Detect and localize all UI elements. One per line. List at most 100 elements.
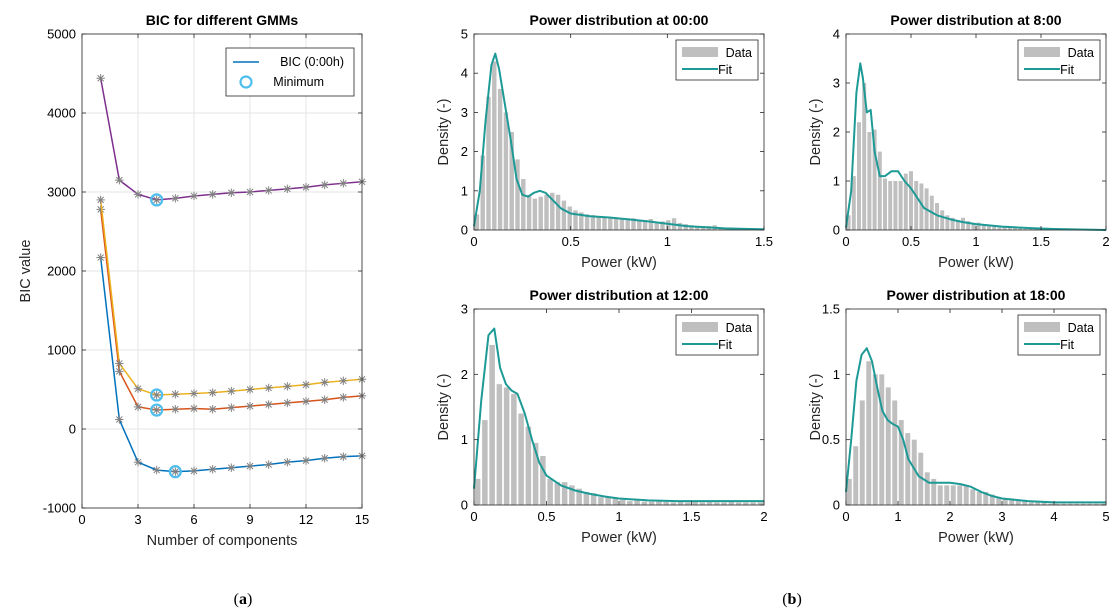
histogram-bar [1002, 227, 1007, 230]
marker-stroke [115, 416, 123, 423]
histogram-bar [492, 61, 497, 230]
histogram-bar [735, 502, 742, 505]
y-tick-label: 0 [833, 223, 840, 238]
x-tick-label: 1 [664, 234, 671, 249]
histogram-bar [1080, 503, 1086, 505]
marker-stroke [134, 191, 142, 198]
data-point [245, 187, 255, 197]
histogram-bar [511, 393, 517, 505]
data-point [264, 460, 273, 469]
x-tick-label: 15 [355, 512, 369, 527]
y-tick-label: -1000 [43, 501, 76, 516]
histogram-bar [526, 194, 532, 230]
fit-curve [473, 327, 764, 503]
x-tick-label: 3 [998, 509, 1005, 524]
bic-series-4 [96, 74, 367, 207]
data-point [283, 184, 292, 194]
histogram-bar [1054, 503, 1060, 505]
histogram-bar [486, 96, 491, 230]
histogram-bar [905, 433, 911, 505]
histogram-bar [576, 488, 582, 505]
histogram-bar [605, 497, 611, 505]
histogram-bar [853, 446, 859, 505]
marker-stroke [190, 467, 198, 475]
histogram-bar [743, 502, 749, 505]
marker-stroke [153, 466, 161, 474]
y-axis-label: Density (-) [436, 374, 452, 441]
data-point [320, 454, 329, 463]
histogram-bar [544, 194, 549, 230]
marker-stroke [227, 464, 235, 472]
histogram-bar [851, 176, 856, 230]
data-point [301, 456, 311, 465]
marker-stroke [265, 461, 273, 468]
histogram-bar [561, 482, 568, 505]
histogram-bar [1022, 501, 1028, 505]
histogram-bar [996, 497, 1002, 505]
minimum-marker [150, 193, 164, 207]
histogram-bar [584, 214, 590, 230]
legend-entry: Fit [1060, 63, 1074, 77]
data-point [264, 383, 273, 393]
histogram-bar [569, 485, 575, 505]
data-point [115, 415, 124, 424]
histogram-bar [608, 217, 613, 230]
histogram-bar [1015, 499, 1021, 505]
histogram-bar [1028, 502, 1034, 505]
histogram-bars [474, 344, 764, 505]
x-tick-label: 0.5 [902, 234, 920, 249]
y-tick-label: 2000 [47, 264, 76, 279]
histogram-bar [931, 478, 937, 505]
legend-entry: Data [1068, 46, 1094, 60]
chart-title: Power distribution at 12:00 [530, 287, 709, 303]
histogram-bar [689, 225, 694, 230]
histogram-bar [919, 183, 924, 230]
data-point [115, 359, 124, 368]
y-tick-label: 2 [461, 367, 468, 382]
plot-marks [473, 327, 764, 505]
histogram-bar [509, 132, 514, 230]
x-tick-label: 3 [134, 512, 141, 527]
histogram-bar [699, 502, 706, 505]
histogram-bar [909, 171, 913, 230]
histogram-bar [846, 215, 851, 230]
marker-stroke [171, 468, 179, 476]
marker-stroke [283, 458, 291, 466]
legend-bar-swatch [682, 47, 718, 57]
data-point [152, 465, 161, 475]
data-point [264, 400, 273, 409]
y-tick-label: 1 [833, 174, 840, 189]
marker-stroke [283, 185, 291, 193]
marker-stroke [321, 454, 329, 462]
legend-entry: Fit [718, 63, 732, 77]
histogram-bar [496, 384, 503, 505]
histogram-bar [898, 420, 904, 505]
histogram-bar [596, 216, 601, 230]
y-tick-label: 4000 [47, 106, 76, 121]
legend-entry: Data [726, 321, 752, 335]
data-point [171, 405, 180, 414]
marker-stroke [283, 399, 291, 407]
data-point [133, 402, 143, 412]
histogram-bar [1033, 229, 1038, 230]
data-point [320, 395, 329, 404]
y-tick-label: 1.5 [822, 302, 840, 317]
histogram-bar [480, 155, 485, 230]
data-point [227, 463, 236, 472]
histogram-bar [997, 227, 1002, 230]
histogram-bar [937, 485, 943, 505]
marker-stroke [321, 181, 329, 189]
minimum-marker [150, 403, 164, 417]
data-point [283, 457, 292, 467]
histogram-bar [1002, 498, 1008, 505]
plot-marks [473, 52, 765, 231]
histogram-bar [637, 219, 642, 230]
legend: Data Fit [675, 314, 759, 356]
marker-stroke [339, 453, 347, 461]
histogram-bar [602, 217, 607, 230]
histogram-bar [1100, 503, 1106, 505]
histogram-bar [525, 426, 532, 505]
histogram-bar [957, 485, 963, 505]
histogram-bar [648, 219, 654, 230]
histogram-bar [883, 178, 887, 230]
